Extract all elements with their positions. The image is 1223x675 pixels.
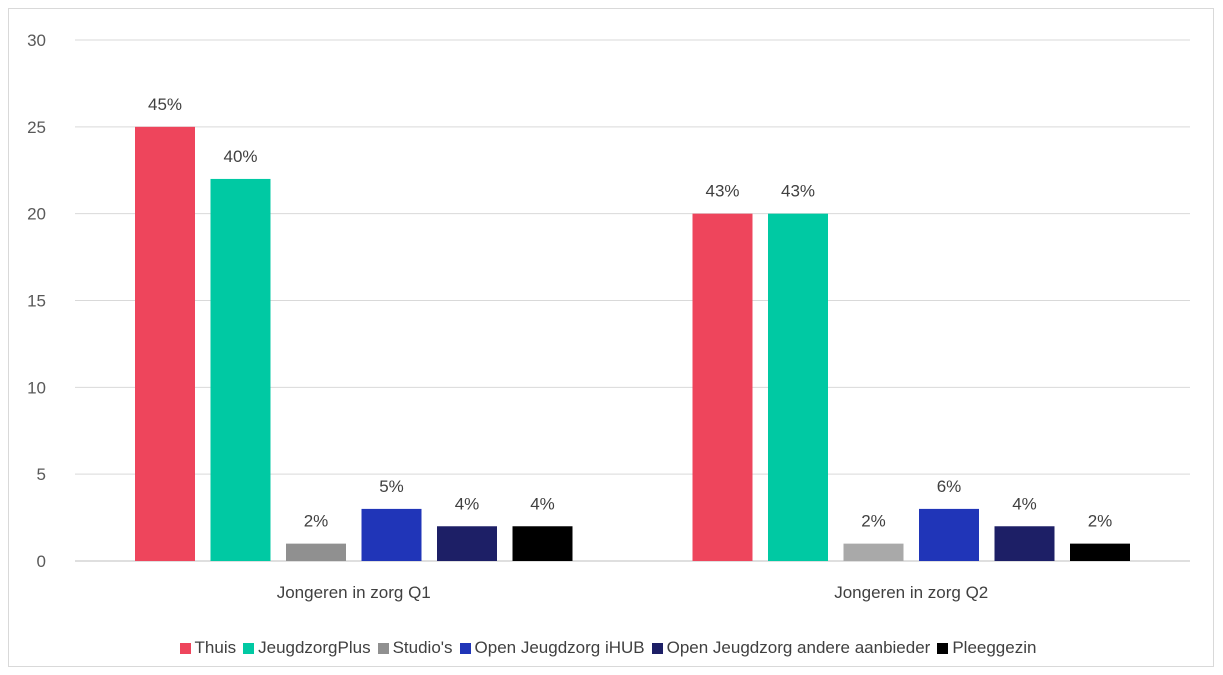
category-label: Jongeren in zorg Q1 bbox=[277, 583, 431, 602]
bar-pleeggezin-q2 bbox=[1070, 543, 1130, 561]
legend-label: Thuis bbox=[194, 638, 237, 657]
legend-swatch bbox=[459, 642, 471, 654]
y-tick-label: 20 bbox=[27, 205, 46, 224]
legend-item: Open Jeugdzorg iHUB bbox=[459, 638, 645, 658]
data-label: 6% bbox=[937, 477, 962, 496]
bar-pleeggezin-q1 bbox=[512, 526, 573, 561]
category-labels: Jongeren in zorg Q1 Jongeren in zorg Q2 bbox=[277, 583, 989, 602]
data-label: 43% bbox=[705, 182, 739, 201]
category-label: Jongeren in zorg Q2 bbox=[834, 583, 988, 602]
data-label: 2% bbox=[1088, 512, 1113, 531]
data-label: 4% bbox=[530, 494, 555, 513]
bar-jeugdzorgplus-q1 bbox=[210, 178, 271, 561]
y-tick-label: 15 bbox=[27, 292, 46, 311]
legend: Thuis JeugdzorgPlus Studio's Open Jeugdzorg… bbox=[0, 636, 1223, 660]
legend-label: Studio's bbox=[392, 638, 453, 657]
legend-label: JeugdzorgPlus bbox=[258, 638, 371, 657]
legend-swatch bbox=[377, 642, 389, 654]
y-axis-ticks: 0 5 10 15 20 25 30 bbox=[27, 31, 46, 571]
y-tick-label: 30 bbox=[27, 31, 46, 50]
legend-item: JeugdzorgPlus bbox=[243, 638, 371, 658]
legend-label: Open Jeugdzorg andere aanbieder bbox=[666, 638, 931, 657]
legend-swatch bbox=[937, 642, 949, 654]
bars bbox=[135, 126, 1130, 561]
data-label: 40% bbox=[223, 147, 257, 166]
legend-swatch bbox=[179, 642, 191, 654]
data-label: 5% bbox=[379, 477, 404, 496]
legend-item: Open Jeugdzorg andere aanbieder bbox=[651, 638, 931, 658]
data-label: 4% bbox=[1012, 494, 1037, 513]
bar-studio-s-q2 bbox=[843, 543, 904, 561]
legend-swatch bbox=[243, 642, 255, 654]
bar-open-jeugdzorg-ihub-q2 bbox=[919, 508, 979, 561]
data-label: 4% bbox=[455, 494, 480, 513]
bar-open-jeugdzorg-andere-aanbieder-q2 bbox=[994, 526, 1055, 561]
legend-label: Pleeggezin bbox=[952, 638, 1037, 657]
y-tick-label: 25 bbox=[27, 118, 46, 137]
bar-thuis-q2 bbox=[692, 213, 753, 561]
legend-swatch bbox=[651, 642, 663, 654]
legend-item: Thuis bbox=[179, 638, 237, 658]
data-label: 2% bbox=[861, 512, 886, 531]
bar-open-jeugdzorg-andere-aanbieder-q1 bbox=[437, 526, 497, 561]
data-label: 2% bbox=[304, 512, 329, 531]
data-label: 45% bbox=[148, 95, 182, 114]
legend-item: Studio's bbox=[377, 638, 453, 658]
data-label: 43% bbox=[781, 182, 815, 201]
bar-thuis-q1 bbox=[135, 126, 195, 561]
bar-jeugdzorgplus-q2 bbox=[768, 213, 828, 561]
data-labels: 45% 40% 2% 5% 4% 4% 43% 43% 2% 6% 4% 2% bbox=[148, 95, 1112, 531]
y-tick-label: 10 bbox=[27, 378, 46, 397]
y-tick-label: 5 bbox=[37, 465, 46, 484]
legend-item: Pleeggezin bbox=[937, 638, 1036, 658]
bar-open-jeugdzorg-ihub-q1 bbox=[361, 508, 422, 561]
bar-studio-s-q1 bbox=[286, 543, 346, 561]
y-tick-label: 0 bbox=[37, 552, 46, 571]
legend-label: Open Jeugdzorg iHUB bbox=[474, 638, 645, 657]
